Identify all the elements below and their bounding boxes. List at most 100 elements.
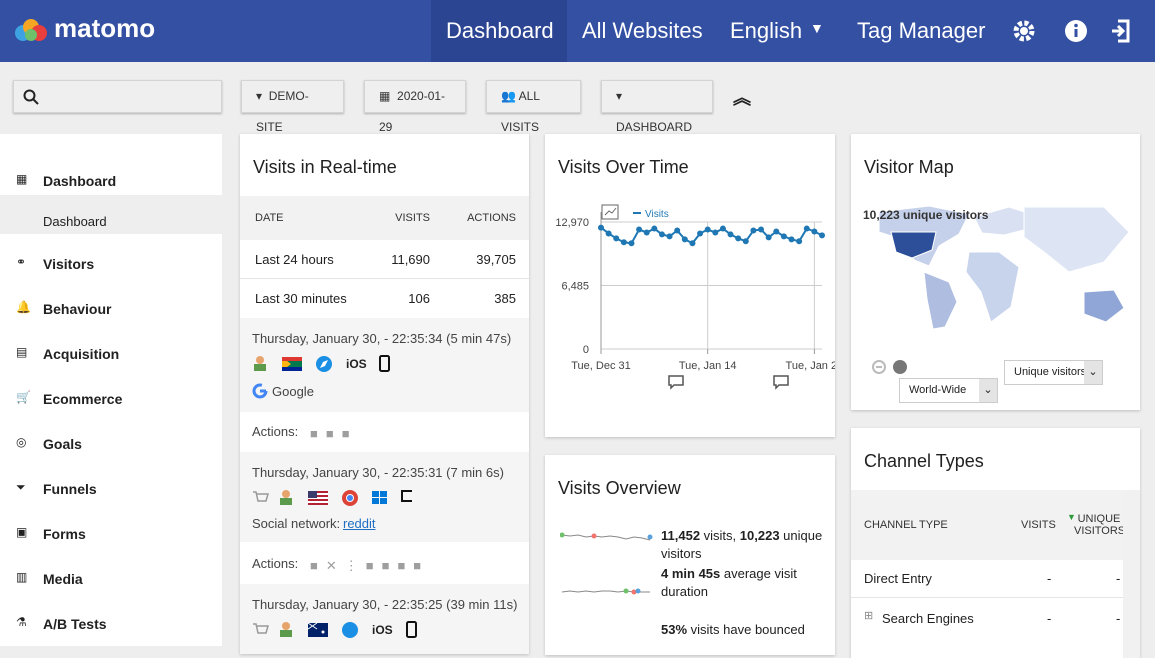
- visit-entry[interactable]: [240, 584, 529, 654]
- widget-title: Visits Over Time: [558, 157, 689, 177]
- widget-title: Visitor Map: [864, 157, 954, 177]
- header: matomo Dashboard All Websites English ▼ …: [0, 0, 1155, 62]
- visit-time: Thursday, January 30, - 22:35:31 (7 min …: [252, 465, 504, 480]
- search-box[interactable]: [13, 80, 222, 113]
- data-point: [758, 226, 765, 233]
- os-label: iOS: [372, 623, 393, 637]
- menu-item[interactable]: A/B Tests: [43, 616, 107, 632]
- data-point: [681, 236, 688, 243]
- data-point: [742, 238, 749, 245]
- select-arrow: ⌄: [1084, 361, 1102, 384]
- scrollbar[interactable]: [1123, 490, 1140, 658]
- data-point: [628, 240, 635, 247]
- data-point: [803, 225, 810, 232]
- menu-item[interactable]: Dashboard: [43, 214, 107, 229]
- data-point: [773, 228, 780, 235]
- data-point: [697, 230, 704, 237]
- row-label[interactable]: Search Engines: [882, 611, 974, 626]
- dashboard-selector[interactable]: ▾ DASHBOARD: [601, 80, 713, 134]
- cell: -: [1116, 571, 1121, 586]
- table-header: [851, 490, 1123, 560]
- widget-title: Visits in Real-time: [253, 157, 397, 177]
- site-selector[interactable]: ▾ DEMO-SITE: [241, 80, 344, 134]
- y-tick-label: 0: [583, 344, 589, 356]
- chart-type-icon: [604, 207, 617, 216]
- menu-item[interactable]: Dashboard: [43, 173, 117, 189]
- channel-types-widget: Channel Types CHANNEL TYPE VISITS ▼ UNIQ…: [851, 428, 1140, 658]
- menu-icon: ▦: [16, 172, 28, 186]
- menu-item[interactable]: Visitors: [43, 256, 95, 272]
- nav-item[interactable]: English: [730, 18, 803, 43]
- visit-icons: [254, 355, 390, 372]
- nav-item[interactable]: Tag Manager: [857, 18, 986, 43]
- data-point: [636, 226, 643, 233]
- menu-item[interactable]: Acquisition: [43, 346, 120, 362]
- dropdown-arrow: ▼: [810, 20, 824, 36]
- overview-item: 53% visits have bounced: [661, 621, 831, 639]
- menu-icon: 🔔: [16, 300, 31, 314]
- annotation-icon[interactable]: [773, 375, 789, 390]
- region-select[interactable]: World-Wide ⌄: [899, 378, 998, 403]
- data-point: [643, 229, 650, 236]
- column-header: VISITS: [1021, 519, 1056, 531]
- menu-item[interactable]: Media: [43, 571, 83, 587]
- date-selector[interactable]: ▦ 2020-01-29: [364, 80, 466, 134]
- data-point: [765, 234, 772, 241]
- map-summary-text: 10,223 unique visitors: [863, 208, 989, 222]
- x-tick-label: Tue, Dec 31: [571, 360, 631, 372]
- data-point: [689, 240, 696, 247]
- referrer-link[interactable]: reddit: [343, 516, 376, 531]
- column-header: ACTIONS: [467, 212, 516, 224]
- google-icon: [252, 383, 268, 399]
- referrer-label: Social network:: [252, 516, 341, 531]
- cell: 39,705: [476, 252, 516, 267]
- menu-item[interactable]: Ecommerce: [43, 391, 123, 407]
- button-label: DASHBOARD: [616, 120, 693, 134]
- legend-label: Visits: [645, 209, 669, 220]
- sparklines: [560, 532, 653, 595]
- data-point: [712, 229, 719, 236]
- chart-type-icon[interactable]: [601, 204, 619, 220]
- button-label: ALL VISITS: [501, 89, 540, 134]
- metric-select[interactable]: Unique visitors ⌄: [1004, 360, 1103, 385]
- select-label: World-Wide: [909, 384, 967, 396]
- column-header: DATE: [255, 212, 284, 224]
- data-point: [727, 231, 734, 238]
- expand-icon[interactable]: ⊞: [864, 610, 874, 622]
- row-divider: [851, 597, 1123, 598]
- collapse-icon[interactable]: ︽: [733, 88, 751, 108]
- nav-item[interactable]: Dashboard: [431, 0, 567, 62]
- button-label: 2020-01-29: [379, 89, 446, 134]
- row-label: Last 30 minutes: [255, 291, 347, 306]
- overview-text: visits have bounced: [687, 622, 805, 637]
- menu-item[interactable]: Behaviour: [43, 301, 112, 317]
- button-label: DEMO-SITE: [256, 89, 309, 134]
- annotation-icon[interactable]: [668, 375, 684, 390]
- menu-icon: ⚭: [16, 255, 27, 269]
- menu-item[interactable]: Funnels: [43, 481, 97, 497]
- select-arrow: ⌄: [979, 379, 997, 402]
- menu-icon: ▥: [16, 570, 28, 584]
- widget-title: Visits Overview: [558, 478, 681, 498]
- zoom-icons[interactable]: [871, 359, 911, 377]
- visitor-map-widget: Visitor Map 10,223 unique visitors World…: [851, 134, 1140, 410]
- segment-selector[interactable]: 👥 ALL VISITS: [486, 80, 581, 134]
- referrer: Google: [272, 384, 314, 399]
- menu-icon: ⏷: [16, 480, 26, 494]
- nav-item[interactable]: All Websites: [582, 18, 703, 43]
- action-icons: ■■■: [310, 426, 358, 441]
- sort-indicator: ▼: [1067, 512, 1076, 522]
- menu-item[interactable]: Goals: [43, 436, 82, 452]
- cell: -: [1047, 571, 1052, 586]
- header-icons[interactable]: [1010, 16, 1140, 46]
- overview-text: visits,: [700, 528, 740, 543]
- data-point: [735, 235, 742, 242]
- data-point: [819, 232, 825, 239]
- column-header: VISITS: [395, 212, 430, 224]
- select-label: Unique visitors: [1014, 366, 1087, 378]
- data-point: [613, 235, 620, 242]
- menu-item[interactable]: Forms: [43, 526, 86, 542]
- logo-text: matomo: [54, 13, 156, 43]
- data-point: [620, 239, 627, 246]
- data-point: [704, 226, 711, 233]
